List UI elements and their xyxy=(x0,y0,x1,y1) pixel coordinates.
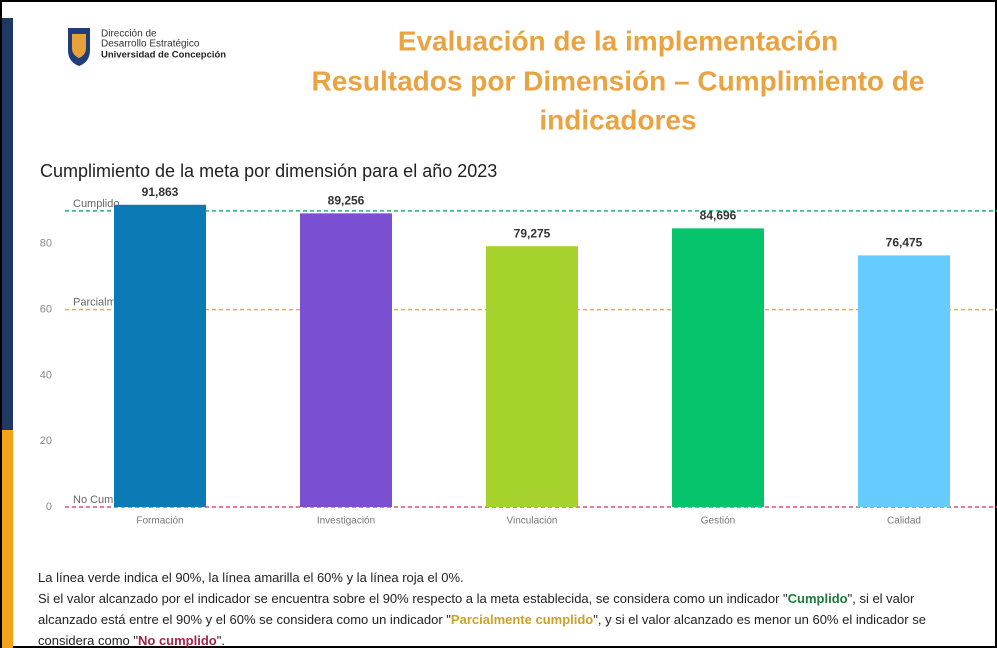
x-tick-label: Vinculación xyxy=(507,516,558,527)
x-tick-label: Gestión xyxy=(701,516,735,527)
text: ", si el valor alcanzado está entre el 9… xyxy=(38,591,915,627)
x-tick-label: Formación xyxy=(136,516,183,527)
value-label: 91,863 xyxy=(142,185,179,199)
slide-title: Evaluación de la implementación xyxy=(398,25,838,56)
text: ". xyxy=(216,633,225,648)
org-line: Universidad de Concepción xyxy=(101,50,226,61)
text: ", y si el valor alcanzado es menor un 6… xyxy=(38,612,926,648)
highlight: No cumplido xyxy=(138,633,217,648)
bar xyxy=(114,204,206,507)
footnote-line: La línea verde indica el 90%, la línea a… xyxy=(38,570,464,585)
y-tick-label: 20 xyxy=(40,435,52,447)
y-tick-label: 80 xyxy=(40,238,52,250)
highlight: Cumplido xyxy=(787,591,848,606)
highlight: Parcialmente cumplido xyxy=(450,612,594,627)
text: Si el valor alcanzado por el indicador s… xyxy=(38,591,788,606)
reference-label: Cumplido xyxy=(73,198,119,210)
value-label: 79,275 xyxy=(514,226,551,240)
chart-title: Cumplimiento de la meta por dimensión pa… xyxy=(40,161,497,181)
org-line: Dirección de xyxy=(101,29,157,40)
bar xyxy=(858,255,950,507)
y-tick-label: 40 xyxy=(40,369,52,381)
x-tick-label: Investigación xyxy=(317,516,375,527)
side-bar xyxy=(2,18,13,430)
bar xyxy=(486,246,578,508)
y-tick-label: 0 xyxy=(46,501,52,513)
bar xyxy=(672,228,764,507)
value-label: 76,475 xyxy=(886,236,923,250)
value-label: 84,696 xyxy=(700,209,737,223)
slide-title: indicadores xyxy=(539,104,696,135)
bar xyxy=(300,213,392,507)
org-line: Desarrollo Estratégico xyxy=(101,39,200,50)
x-tick-label: Calidad xyxy=(887,516,921,527)
y-tick-label: 60 xyxy=(40,304,52,316)
footnote: La línea verde indica el 90%, la línea a… xyxy=(38,567,968,648)
logo xyxy=(68,28,90,66)
side-bar xyxy=(2,430,13,648)
slide-title: Resultados por Dimensión – Cumplimiento … xyxy=(312,65,925,96)
value-label: 89,256 xyxy=(328,194,365,208)
footnote-text: Si el valor alcanzado por el indicador s… xyxy=(38,588,968,648)
